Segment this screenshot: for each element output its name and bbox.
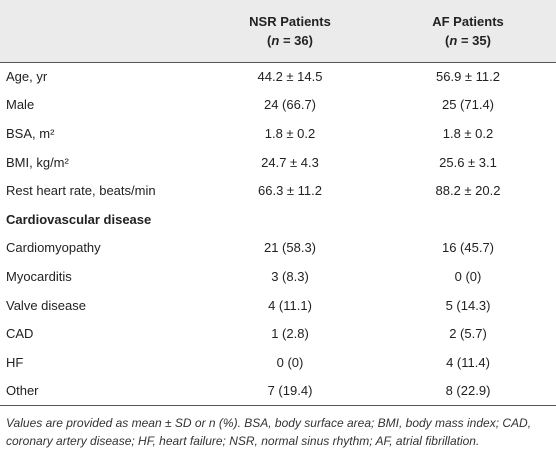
table-row: BMI, kg/m² 24.7 ± 4.3 25.6 ± 3.1	[0, 148, 556, 177]
value-cell: 25 (71.4)	[441, 97, 495, 113]
value-cell: 24 (66.7)	[263, 97, 317, 113]
table-row: Myocarditis 3 (8.3) 0 (0)	[0, 262, 556, 291]
value-cell: 66.3 ± 11.2	[258, 183, 322, 199]
data-table: NSR Patients (n = 36) AF Patients (n = 35) …	[0, 0, 556, 406]
n-open: (	[267, 32, 272, 48]
table-row: CAD 1 (2.8) 2 (5.7)	[0, 319, 556, 348]
n-open: (	[445, 32, 450, 48]
label-cell: CAD	[6, 326, 34, 342]
value-cell: 0 (0)	[454, 268, 482, 284]
value-cell: 25.6 ± 3.1	[439, 154, 497, 170]
value-cell: 16 (45.7)	[441, 240, 495, 256]
label-cell: Age, yr	[6, 69, 48, 85]
value-cell: 0 (0)	[276, 354, 304, 370]
value-cell: 88.2 ± 20.2	[435, 183, 501, 199]
label-cell: BMI, kg/m²	[6, 154, 69, 170]
value-cell: 56.9 ± 11.2	[436, 69, 500, 85]
table-row: Cardiomyopathy 21 (58.3) 16 (45.7)	[0, 234, 556, 263]
n-var: n	[449, 32, 458, 48]
header-cell	[0, 0, 200, 63]
table-row: Rest heart rate, beats/min 66.3 ± 11.2 88.…	[0, 176, 556, 205]
value-cell: 8 (22.9)	[380, 376, 556, 406]
footnote: Values are provided as mean ± SD or n (%…	[6, 415, 532, 448]
value-cell: 4 (11.1)	[268, 297, 312, 313]
header-cell: NSR Patients (n = 36)	[200, 0, 380, 63]
header-title: AF Patients	[432, 13, 504, 29]
header-title: NSR Patients	[249, 13, 331, 29]
header-cell: AF Patients (n = 35)	[380, 0, 556, 63]
value-cell: 4 (11.4)	[446, 354, 490, 370]
table-row: Age, yr 44.2 ± 14.5 56.9 ± 11.2	[0, 62, 556, 91]
label-cell: Cardiomyopathy	[6, 240, 101, 256]
label-cell: Male	[6, 97, 35, 113]
header-row: NSR Patients (n = 36) AF Patients (n = 35)	[0, 0, 556, 63]
value-cell: 44.2 ± 14.5	[257, 69, 323, 85]
value-cell: 24.7 ± 4.3	[261, 154, 319, 170]
value-cell: 1.8 ± 0.2	[442, 125, 494, 141]
value-cell: 5 (14.3)	[445, 297, 491, 313]
table-row: BSA, m² 1.8 ± 0.2 1.8 ± 0.2	[0, 119, 556, 148]
label-cell: Rest heart rate, beats/min	[6, 183, 156, 199]
n-rest: = 36)	[279, 32, 313, 48]
value-cell: 3 (8.3)	[271, 268, 309, 284]
section-cell: Cardiovascular disease	[6, 211, 152, 227]
n-var: n	[271, 32, 280, 48]
table-row: Male 24 (66.7) 25 (71.4)	[0, 91, 556, 120]
value-cell: 21 (58.3)	[263, 240, 317, 256]
value-cell: 2 (5.7)	[449, 326, 487, 342]
table-row: Valve disease 4 (11.1) 5 (14.3)	[0, 291, 556, 320]
label-cell: BSA, m²	[6, 125, 55, 141]
value-cell: 1 (2.8)	[271, 326, 309, 342]
value-cell: 1.8 ± 0.2	[264, 125, 316, 141]
value-cell: 7 (19.4)	[200, 376, 380, 406]
label-cell: Valve disease	[6, 297, 86, 313]
table-row: HF 0 (0) 4 (11.4)	[0, 348, 556, 377]
label-cell: Other	[0, 376, 200, 406]
label-cell: HF	[6, 354, 24, 370]
table-row: Other 7 (19.4) 8 (22.9)	[0, 376, 556, 406]
n-rest: = 35)	[457, 32, 491, 48]
table-row: Cardiovascular disease	[0, 205, 556, 234]
label-cell: Myocarditis	[6, 268, 72, 284]
